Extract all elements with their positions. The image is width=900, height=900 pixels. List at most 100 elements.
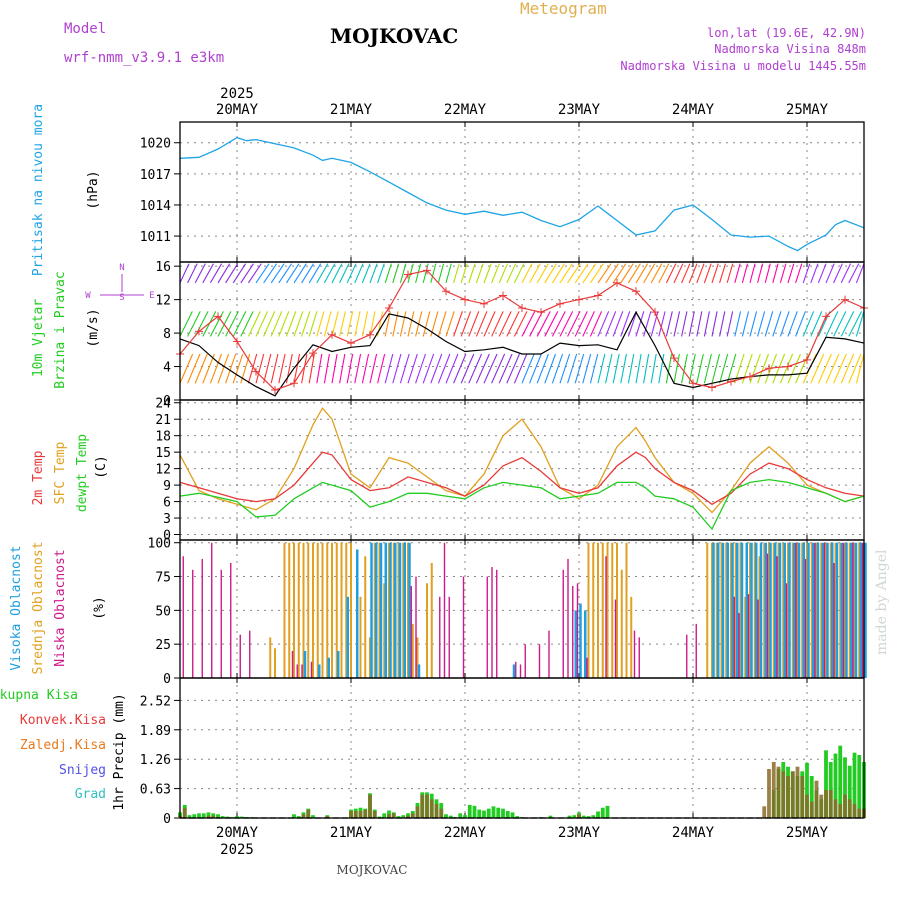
day-label-top: 22MAY [444,102,487,118]
wind-barb [734,311,742,337]
cloud-ytitle-line1: Visoka Oblacnost [9,545,24,670]
temp-ytitle-line1: 2m Temp [31,450,46,505]
wind-barb [187,311,201,337]
wind-ytitle: 10m Vjetar Brzina i Pravac (m/s) [31,271,101,388]
wind-barb [255,263,270,284]
plots-layer: 1011101410171020048121603691215182124025… [140,102,868,841]
wind-barb [498,311,512,337]
wind-barb [802,263,811,284]
wind-barb [817,311,831,337]
precip-conv-bar [368,794,372,818]
wind-barb [369,311,376,337]
temperature-ytick-label: 9 [163,479,171,494]
wind-barb [688,353,696,384]
wind-barb [491,311,504,337]
pressure-ytitle: Pritisak na nivou mora (hPa) [31,104,101,276]
precip-total-bar [847,765,852,818]
wind-barb [187,353,201,384]
wind-barb [422,311,431,337]
wind-barb [817,353,832,384]
wind-barb [247,353,258,384]
temperature-ytick-label: 12 [155,463,171,478]
wind-barb [407,353,418,384]
wind-barb [308,263,322,284]
wind-barb [331,353,338,384]
clouds-ytick-label: 50 [155,604,171,619]
wind-barb [179,353,194,384]
wind-speed-marker [252,367,260,376]
wind-barb [377,353,386,384]
wind-speed-marker [385,304,393,312]
wind-barb [749,263,756,284]
wind-barb [544,353,557,384]
wind-barb [665,311,673,337]
wind-barb [810,263,819,284]
wind-barb [605,263,619,284]
wind-barb [308,353,315,384]
wind-barb [529,353,542,384]
wind-barb [240,311,254,337]
wind-barb [430,353,443,384]
day-label-bottom: 24MAY [672,825,715,841]
wind-barb [316,311,325,337]
wind-barb [217,353,230,384]
day-label-top: 23MAY [558,102,601,118]
wind-barb [179,263,190,284]
temperature-ytick-label: 3 [163,512,171,527]
compass-w: W [85,291,91,301]
wind-barb [840,353,855,384]
wind-barb [301,263,314,284]
wind-compass-rose: N S W E [85,263,154,303]
wind-barb [232,311,247,337]
wind-barb [559,353,571,384]
precip-total-bar [467,804,472,818]
wind-barb [764,263,771,284]
wind-barb [795,311,806,337]
precip-total-bar [444,814,448,818]
wind-barb [445,311,455,337]
wind-barb [643,353,650,384]
wind-barb [696,263,705,284]
wind-barb [498,353,513,384]
wind-barb [810,311,823,337]
wind-ytitle-line2: Brzina i Pravac [53,271,68,388]
wind-barb [567,263,581,284]
wind-barb [825,311,839,337]
precip-total-bar [824,750,828,818]
precip-total-bar [572,815,577,818]
wind-barb [194,353,208,384]
wind-barb [635,353,642,384]
wind-barb [703,311,710,337]
precip-conv-bar [790,771,795,818]
wind-barb [605,311,617,337]
footer-station: MOJKOVAC [337,863,408,877]
wind-barb [384,311,391,337]
wind-barb [278,311,290,337]
wind-barb [772,263,779,284]
precip-total-bar [463,815,467,818]
wind-barb [384,353,394,384]
day-label-top: 20MAY [216,102,259,118]
wind-barb [491,263,500,284]
precip-total-bar [586,816,591,818]
wind-barb [475,263,484,284]
wind-barb [673,353,680,384]
precip-conv-bar [434,804,439,818]
day-label-top: 25MAY [786,102,829,118]
precip-total-bar [311,815,315,818]
wind-speed-marker [214,312,222,321]
precip-total-bar [591,815,596,818]
temp-ytitle-unit: (C) [94,455,109,478]
wind-barb [627,311,638,337]
precip-total-bar [201,813,206,818]
temperature-ytick-label: 21 [155,413,171,428]
precip-conv-bar [847,799,852,818]
wind-barb [301,353,308,384]
wind-barb [711,353,721,384]
wind-barb [719,311,726,337]
wind-barb [263,353,272,384]
cloud-ytitle: Visoka Oblacnost Srednja Oblacnost Niska… [9,541,107,674]
wind-barb [825,353,840,384]
wind-barb [453,353,467,384]
